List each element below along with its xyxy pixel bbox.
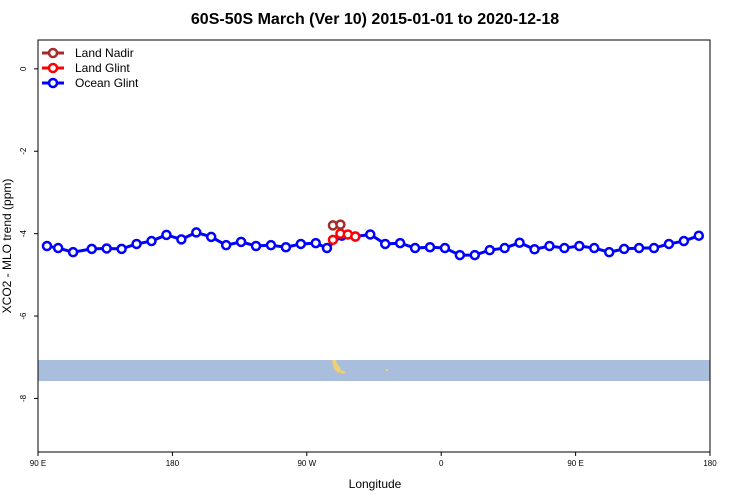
- data-point: [191, 227, 202, 238]
- data-point: [146, 235, 157, 247]
- x-tick-label: 90 W: [297, 459, 316, 468]
- legend-item: Land Glint: [42, 61, 130, 75]
- legend-item: Land Nadir: [42, 46, 134, 60]
- legend-label: Land Nadir: [75, 46, 134, 60]
- x-tick-label: 90 E: [30, 459, 46, 468]
- legend-swatch-marker: [47, 62, 59, 74]
- data-point: [365, 229, 376, 240]
- data-point: [409, 242, 421, 254]
- data-point: [310, 237, 322, 249]
- map-land-patch: [332, 360, 388, 374]
- data-point: [394, 237, 406, 249]
- data-point: [663, 238, 675, 250]
- data-point: [235, 236, 247, 248]
- data-point: [559, 242, 570, 254]
- y-axis-label: XCO2 - MLO trend (ppm): [0, 179, 14, 314]
- y-tick-label: -4: [19, 230, 28, 238]
- data-point: [101, 243, 112, 254]
- series-layer: [41, 219, 705, 261]
- data-point: [265, 239, 277, 251]
- data-point: [514, 237, 525, 248]
- data-point: [469, 249, 481, 261]
- data-point: [335, 219, 346, 230]
- data-point: [544, 240, 555, 252]
- y-axis: 0 -2 -4 -6 -8: [19, 66, 38, 402]
- x-axis: 90 E 180 90 W 0 90 E 180: [30, 452, 717, 468]
- series-land-nadir: [327, 219, 346, 231]
- data-point: [454, 249, 466, 261]
- y-tick-label: -8: [19, 394, 28, 402]
- legend-item: Ocean Glint: [42, 76, 139, 90]
- data-point: [327, 234, 339, 246]
- x-tick-label: 0: [439, 459, 444, 468]
- x-axis-label: Longitude: [349, 477, 402, 491]
- data-point: [220, 239, 232, 251]
- data-point: [350, 231, 361, 242]
- data-point: [176, 234, 187, 245]
- data-point: [589, 242, 600, 254]
- map-strip: [38, 360, 710, 381]
- data-point: [499, 242, 510, 254]
- data-point: [693, 230, 705, 241]
- data-point: [321, 242, 333, 254]
- data-point: [574, 240, 585, 252]
- data-point: [67, 246, 79, 258]
- plot-frame: [37, 39, 711, 453]
- series-ocean-glint: [41, 227, 705, 261]
- y-tick-label: -6: [19, 312, 28, 320]
- chart-title: 60S-50S March (Ver 10) 2015-01-01 to 202…: [191, 11, 559, 28]
- data-point: [424, 241, 436, 253]
- data-point: [439, 242, 451, 254]
- data-point: [618, 243, 630, 255]
- data-point: [250, 240, 262, 252]
- data-point: [379, 238, 391, 250]
- x-tick-label: 180: [703, 459, 717, 468]
- data-point: [116, 243, 127, 255]
- data-point: [648, 242, 660, 254]
- data-point: [295, 238, 307, 250]
- data-point: [86, 243, 98, 255]
- data-point: [161, 229, 172, 241]
- data-point: [603, 246, 615, 258]
- data-point: [205, 231, 217, 243]
- data-point: [52, 242, 64, 254]
- data-point: [41, 240, 53, 252]
- y-tick-label: -2: [19, 147, 28, 155]
- data-point: [633, 242, 645, 254]
- data-point: [280, 241, 292, 253]
- legend-swatch-marker: [47, 77, 59, 89]
- x-tick-label: 180: [166, 459, 180, 468]
- legend-label: Ocean Glint: [75, 76, 139, 90]
- map-ocean-band: [38, 360, 710, 381]
- legend-label: Land Glint: [75, 61, 130, 75]
- data-point: [529, 244, 540, 255]
- data-point: [131, 238, 142, 250]
- series-land-glint: [327, 228, 361, 246]
- x-tick-label: 90 E: [567, 459, 583, 468]
- data-point: [484, 244, 495, 256]
- y-tick-label: 0: [19, 66, 28, 71]
- data-point: [678, 235, 690, 247]
- legend-swatch-marker: [47, 47, 59, 59]
